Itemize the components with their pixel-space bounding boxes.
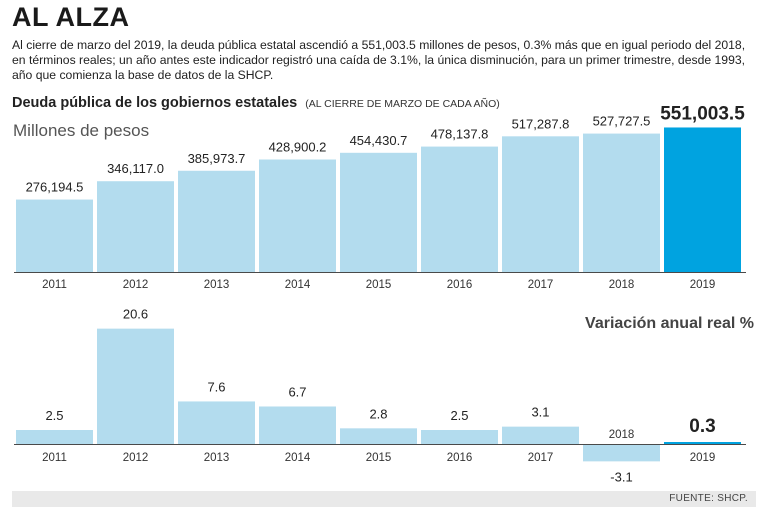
intro-text: Al cierre de marzo del 2019, la deuda pú… bbox=[12, 38, 746, 82]
debt-bar-2013 bbox=[178, 170, 255, 272]
variation-value-label-2013: 7.6 bbox=[207, 379, 225, 394]
variation-value-label-2018: -3.1 bbox=[610, 469, 632, 484]
variation-tick-label-2013: 2013 bbox=[204, 452, 230, 464]
debt-value-label-2018: 527,727.5 bbox=[593, 114, 651, 129]
variation-tick-label-2011: 2011 bbox=[42, 452, 67, 464]
variation-bar-2018 bbox=[583, 444, 660, 462]
chart-subtitle: Deuda pública de los gobiernos estatales… bbox=[12, 95, 500, 111]
variation-value-label-2011: 2.5 bbox=[45, 408, 63, 423]
source-bar: FUENTE: SHCP. bbox=[12, 491, 756, 507]
debt-value-label-2014: 428,900.2 bbox=[269, 140, 327, 155]
variation-tick-label-2017: 2017 bbox=[528, 452, 554, 464]
chart-subtitle-note: (AL CIERRE DE MARZO DE CADA AÑO) bbox=[305, 98, 500, 110]
debt-tick-label-2013: 2013 bbox=[204, 279, 230, 291]
variation-bar-2013 bbox=[178, 401, 255, 444]
variation-value-label-2015: 2.8 bbox=[369, 406, 387, 421]
debt-value-label-2016: 478,137.8 bbox=[431, 127, 489, 142]
variation-bar-2011 bbox=[16, 430, 93, 444]
variation-tick-label-2014: 2014 bbox=[285, 452, 311, 464]
variation-bar-2019 bbox=[664, 442, 741, 444]
debt-value-label-2015: 454,430.7 bbox=[350, 133, 408, 148]
variation-value-label-2016: 2.5 bbox=[450, 408, 468, 423]
debt-bar-2012 bbox=[97, 181, 174, 272]
debt-tick-label-2011: 2011 bbox=[42, 279, 67, 291]
variation-value-label-2019: 0.3 bbox=[689, 416, 715, 437]
variation-bar-2016 bbox=[421, 430, 498, 444]
variation-chart-title: Variación anual real % bbox=[585, 315, 754, 332]
debt-chart-ylabel: Millones de pesos bbox=[13, 121, 150, 140]
debt-bar-2014 bbox=[259, 159, 336, 272]
debt-bar-2016 bbox=[421, 146, 498, 272]
debt-bar-2019 bbox=[664, 127, 741, 273]
variation-tick-label-2015: 2015 bbox=[366, 452, 392, 464]
variation-bar-2012 bbox=[97, 328, 174, 444]
debt-value-label-2013: 385,973.7 bbox=[188, 151, 246, 166]
variation-bar-2014 bbox=[259, 406, 336, 444]
debt-tick-label-2019: 2019 bbox=[690, 279, 716, 291]
debt-value-label-2017: 517,287.8 bbox=[512, 116, 570, 131]
headline: AL ALZA bbox=[12, 2, 130, 32]
variation-tick-label-2018: 2018 bbox=[609, 429, 635, 441]
debt-bar-2011 bbox=[16, 199, 93, 272]
variation-value-label-2017: 3.1 bbox=[531, 405, 549, 420]
variation-bar-2017 bbox=[502, 426, 579, 444]
debt-value-label-2011: 276,194.5 bbox=[26, 180, 84, 195]
debt-tick-label-2018: 2018 bbox=[609, 279, 635, 291]
debt-tick-label-2014: 2014 bbox=[285, 279, 311, 291]
debt-value-label-2019: 551,003.5 bbox=[660, 103, 745, 124]
variation-value-label-2012: 20.6 bbox=[123, 307, 148, 322]
debt-tick-label-2012: 2012 bbox=[123, 279, 149, 291]
debt-tick-label-2016: 2016 bbox=[447, 279, 473, 291]
debt-tick-label-2015: 2015 bbox=[366, 279, 392, 291]
debt-bar-2015 bbox=[340, 152, 417, 272]
variation-tick-label-2019: 2019 bbox=[690, 452, 716, 464]
source-text: FUENTE: SHCP. bbox=[669, 493, 748, 504]
debt-value-label-2012: 346,117.0 bbox=[107, 161, 164, 176]
variation-tick-label-2016: 2016 bbox=[447, 452, 473, 464]
chart-subtitle-text: Deuda pública de los gobiernos estatales bbox=[12, 95, 298, 111]
variation-tick-label-2012: 2012 bbox=[123, 452, 149, 464]
debt-bar-2018 bbox=[583, 133, 660, 272]
variation-value-label-2014: 6.7 bbox=[288, 384, 306, 399]
variation-bar-2015 bbox=[340, 428, 417, 444]
debt-tick-label-2017: 2017 bbox=[528, 279, 554, 291]
debt-bar-2017 bbox=[502, 136, 579, 272]
